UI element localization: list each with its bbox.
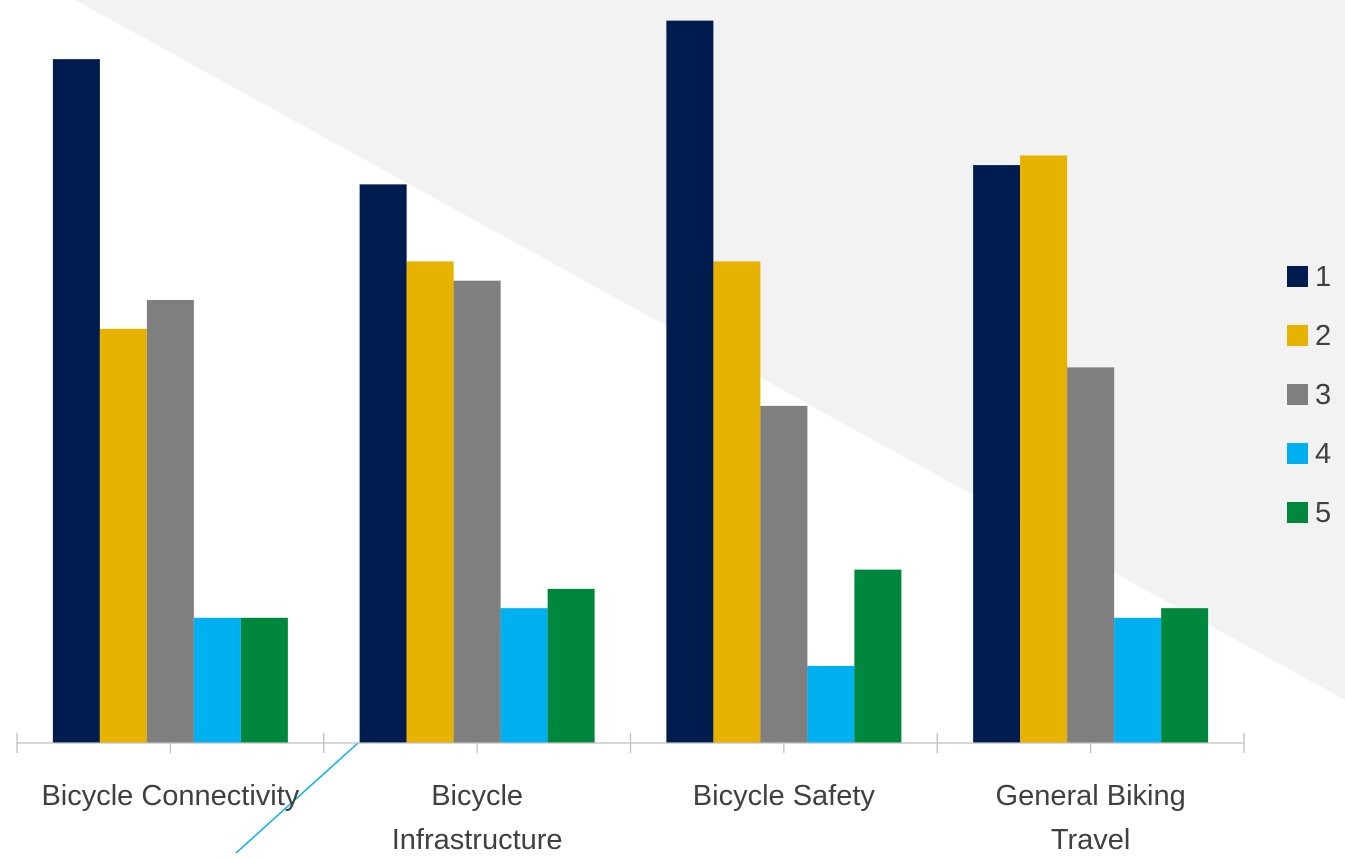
- decorative-accent-line: [235, 742, 359, 854]
- x-tick-label: Bicycle: [431, 780, 523, 812]
- bar-3-series-4: [807, 665, 855, 743]
- x-tick-label: Bicycle Connectivity: [41, 780, 299, 812]
- legend-swatch-4: [1287, 443, 1308, 464]
- legend-swatch-2: [1287, 325, 1308, 346]
- legend-swatch-1: [1287, 266, 1308, 287]
- bar-2-series-3: [453, 280, 501, 743]
- x-axis: [16, 733, 1245, 753]
- legend-swatch-5: [1287, 502, 1308, 523]
- bar-1-series-4: [193, 617, 241, 743]
- bar-2-series-1: [359, 184, 407, 743]
- bar-2-series-2: [406, 261, 454, 743]
- bar-4-series-1: [973, 165, 1021, 744]
- bar-1-series-3: [146, 299, 194, 743]
- bar-3-series-2: [713, 261, 761, 743]
- bar-4-series-4: [1114, 617, 1162, 743]
- bar-4-series-3: [1067, 367, 1115, 743]
- bar-3-series-3: [760, 405, 808, 743]
- legend: 1 2 3 4 5: [1287, 261, 1331, 529]
- bar-2-series-4: [500, 608, 548, 743]
- legend-swatch-3: [1287, 384, 1308, 405]
- bar-3-series-1: [666, 20, 714, 743]
- bar-1-series-2: [99, 328, 147, 743]
- bar-1-series-5: [240, 617, 288, 743]
- x-tick-label: Travel: [1051, 824, 1131, 853]
- x-tick-label: Infrastructure: [392, 824, 563, 853]
- bar-3-series-5: [854, 569, 902, 743]
- legend-label-5: 5: [1315, 497, 1331, 529]
- legend-label-4: 4: [1315, 438, 1331, 470]
- bar-2-series-5: [547, 588, 595, 743]
- bar-4-series-5: [1161, 608, 1209, 743]
- bar-4-series-2: [1020, 155, 1068, 744]
- bars-group: [52, 20, 1209, 744]
- legend-label-3: 3: [1315, 379, 1331, 411]
- bar-1-series-1: [52, 59, 100, 744]
- legend-label-2: 2: [1315, 320, 1331, 352]
- x-tick-label: Bicycle Safety: [693, 780, 876, 812]
- x-tick-label: General Biking: [996, 780, 1186, 812]
- x-axis-labels: Bicycle Connectivity Bicycle Infrastructur…: [41, 780, 1186, 856]
- legend-label-1: 1: [1315, 261, 1331, 293]
